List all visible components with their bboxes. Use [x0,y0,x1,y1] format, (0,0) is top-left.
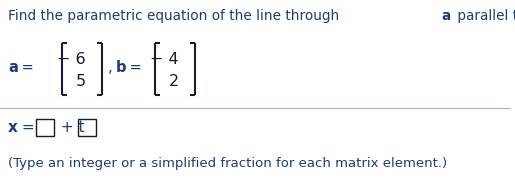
Text: =: = [125,59,142,75]
Text: (Type an integer or a simplified fraction for each matrix element.): (Type an integer or a simplified fractio… [8,158,447,171]
Text: Find the parametric equation of the line through: Find the parametric equation of the line… [8,9,344,23]
Text: x: x [8,119,18,135]
Text: 5: 5 [76,73,86,89]
Text: ,: , [108,59,113,75]
Text: a: a [441,9,450,23]
Text: a: a [8,59,18,75]
Text: b: b [116,59,127,75]
Text: − 4: − 4 [150,52,179,66]
Bar [78,118,96,135]
Bar [36,118,54,135]
Text: + t: + t [56,119,84,135]
Text: 2: 2 [169,73,179,89]
Text: parallel to: parallel to [453,9,515,23]
Text: =: = [17,59,34,75]
Text: =: = [17,119,35,135]
Text: − 6: − 6 [57,52,86,66]
